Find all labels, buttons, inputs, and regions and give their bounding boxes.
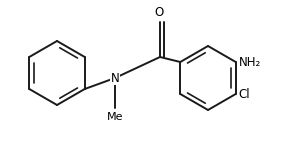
Text: O: O (154, 6, 164, 19)
Text: N: N (111, 71, 119, 84)
Text: NH₂: NH₂ (239, 56, 261, 69)
Text: Me: Me (107, 112, 123, 122)
Text: Cl: Cl (239, 88, 250, 101)
